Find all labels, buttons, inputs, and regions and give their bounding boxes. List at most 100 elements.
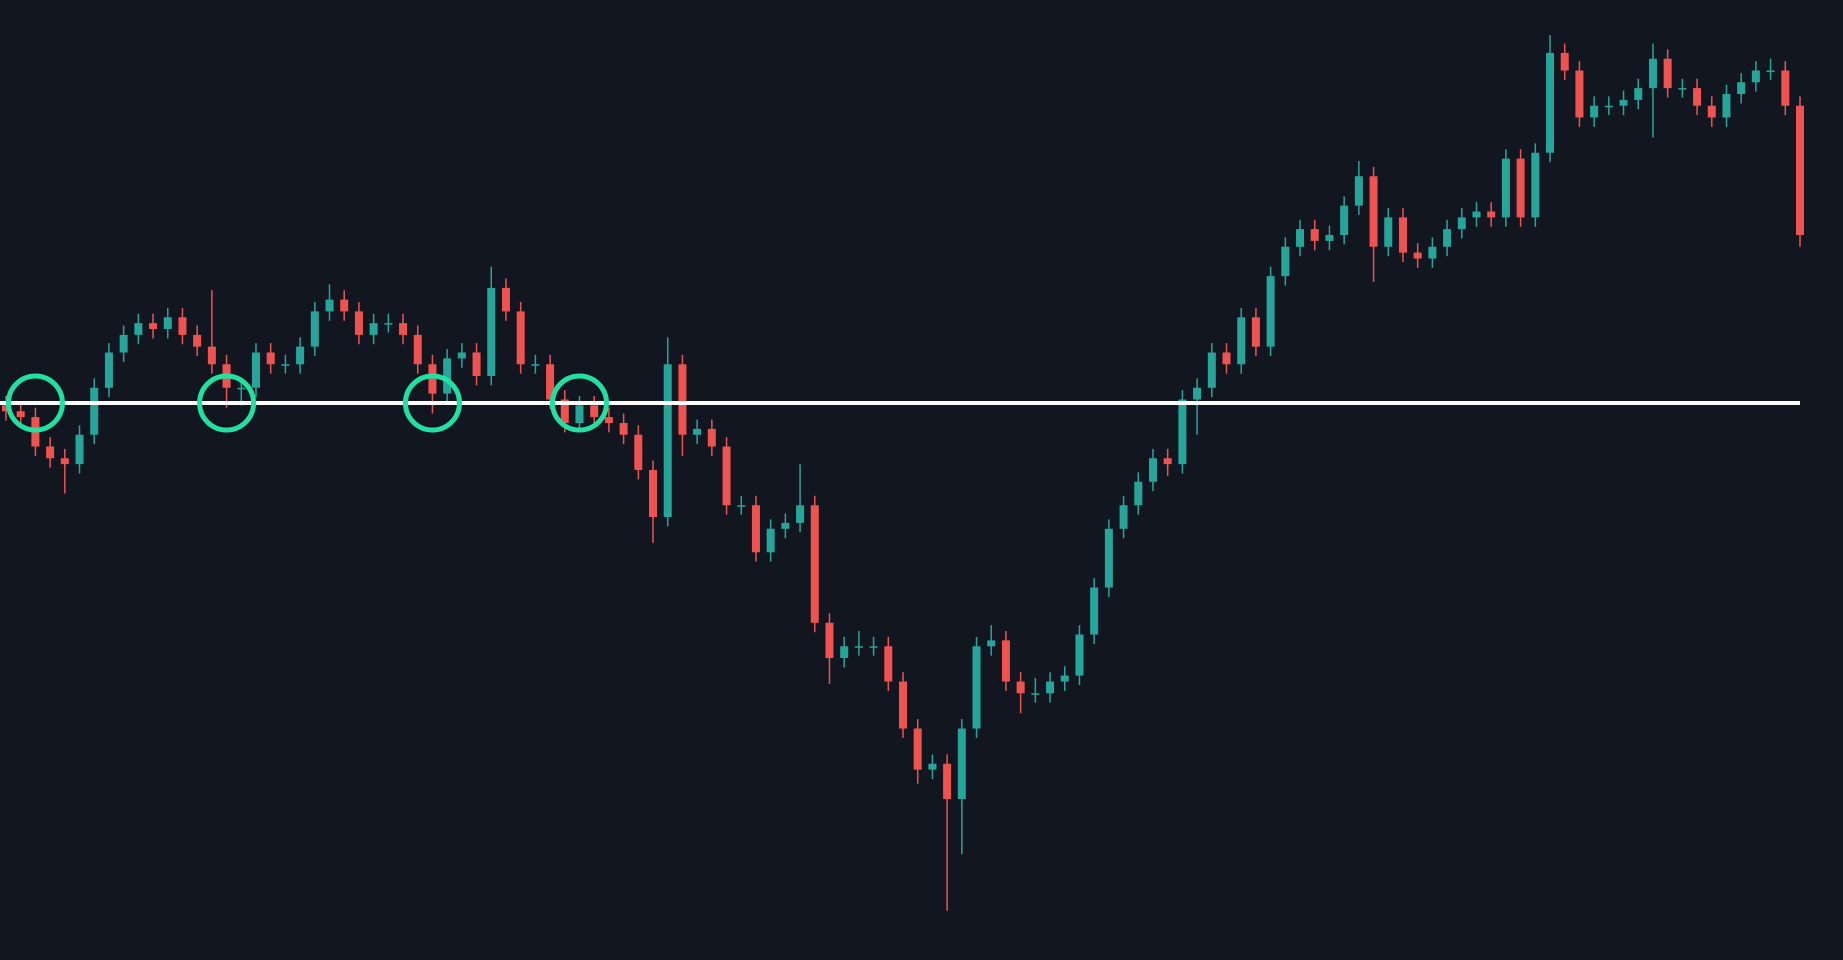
candle-body bbox=[722, 446, 731, 506]
candle-body bbox=[340, 299, 349, 312]
candle-body bbox=[1678, 88, 1687, 90]
candle-body bbox=[649, 470, 658, 518]
candle-body bbox=[1634, 88, 1643, 100]
candle-body bbox=[296, 346, 305, 365]
candle-body bbox=[1325, 235, 1334, 241]
candle-body bbox=[443, 358, 452, 394]
candle-body bbox=[251, 352, 260, 388]
candle-body bbox=[575, 405, 584, 424]
candle-body bbox=[1134, 481, 1143, 506]
candle-body bbox=[663, 364, 672, 518]
candle-body bbox=[1163, 458, 1172, 465]
candle-body bbox=[384, 323, 393, 325]
candle-body bbox=[1766, 70, 1775, 73]
candle-body bbox=[1516, 158, 1525, 218]
candle-body bbox=[104, 352, 113, 388]
candle-body bbox=[604, 417, 613, 424]
candle-body bbox=[1251, 317, 1260, 347]
candle-body bbox=[1487, 211, 1496, 218]
candle-body bbox=[428, 364, 437, 394]
candle-body bbox=[2, 405, 10, 412]
candle-body bbox=[1222, 352, 1231, 365]
candle-body bbox=[90, 387, 99, 435]
candle-body bbox=[457, 352, 466, 359]
candle-body bbox=[913, 728, 922, 770]
candle-body bbox=[193, 334, 202, 347]
candle-body bbox=[840, 646, 849, 659]
candle-body bbox=[1310, 229, 1319, 241]
candle-body bbox=[943, 763, 952, 800]
candle-body bbox=[678, 364, 687, 435]
candle-body bbox=[60, 458, 69, 465]
candle-body bbox=[1546, 52, 1555, 153]
candle-body bbox=[516, 311, 525, 365]
candle-body bbox=[590, 405, 599, 418]
candle-body bbox=[884, 646, 893, 682]
candle-body bbox=[501, 287, 510, 312]
candle-body bbox=[75, 434, 84, 465]
candle-body bbox=[207, 346, 216, 365]
touch-circle bbox=[402, 373, 462, 433]
candle-body bbox=[1501, 158, 1510, 218]
candle-body bbox=[413, 334, 422, 365]
candle-body bbox=[1737, 82, 1746, 95]
candle-body bbox=[766, 528, 775, 553]
candle-body bbox=[1060, 675, 1069, 682]
candle-body bbox=[1443, 229, 1452, 247]
candle-body bbox=[487, 287, 496, 377]
candle-body bbox=[693, 428, 702, 435]
candle-body bbox=[1281, 246, 1290, 277]
candle-body bbox=[149, 323, 158, 330]
candle-body bbox=[796, 505, 805, 523]
candle-body bbox=[369, 323, 378, 335]
candle-body bbox=[1237, 317, 1246, 365]
candle-body bbox=[325, 299, 334, 312]
candle-body bbox=[1001, 640, 1010, 682]
candle-body bbox=[1531, 152, 1540, 218]
candle-body bbox=[1046, 681, 1055, 694]
candle-body bbox=[619, 423, 628, 435]
touch-circle bbox=[197, 373, 257, 433]
candle-body bbox=[1031, 693, 1040, 695]
candle-body bbox=[972, 646, 981, 729]
candle-body bbox=[472, 352, 481, 377]
candle-body bbox=[1398, 217, 1407, 253]
candle-body bbox=[1781, 70, 1790, 106]
candle-body bbox=[1428, 246, 1437, 259]
candle-body bbox=[1354, 176, 1363, 206]
candle-body bbox=[1604, 105, 1613, 108]
candle-body bbox=[531, 364, 540, 366]
candle-body bbox=[1104, 528, 1113, 588]
candle-body bbox=[354, 311, 363, 335]
candle-body bbox=[1413, 252, 1422, 259]
candle-body bbox=[1472, 211, 1481, 218]
candle-body bbox=[1148, 458, 1157, 482]
candle-body bbox=[899, 681, 907, 729]
candle-body bbox=[16, 411, 25, 418]
candle-body bbox=[266, 352, 275, 365]
candle-body bbox=[1119, 505, 1128, 529]
candle-body bbox=[1619, 99, 1628, 106]
candle-body bbox=[1193, 387, 1202, 400]
candle-body bbox=[1560, 52, 1569, 71]
candle-body bbox=[237, 387, 246, 390]
candle-body bbox=[987, 640, 996, 647]
candle-body bbox=[737, 505, 746, 507]
candle-body bbox=[178, 317, 187, 335]
candle-body bbox=[310, 311, 319, 347]
candle-body bbox=[1663, 58, 1672, 89]
candle-body bbox=[1722, 94, 1731, 118]
candle-body bbox=[1090, 587, 1099, 635]
candle-body bbox=[1590, 105, 1599, 118]
candle-body bbox=[957, 728, 966, 800]
candle-body bbox=[1369, 176, 1378, 247]
candle-body bbox=[707, 428, 716, 447]
candle-body bbox=[1648, 58, 1657, 89]
candle-body bbox=[751, 505, 760, 553]
candle-body bbox=[1016, 681, 1025, 694]
candle-body bbox=[546, 364, 555, 400]
candle-body bbox=[634, 434, 643, 471]
candle-body bbox=[810, 505, 819, 623]
